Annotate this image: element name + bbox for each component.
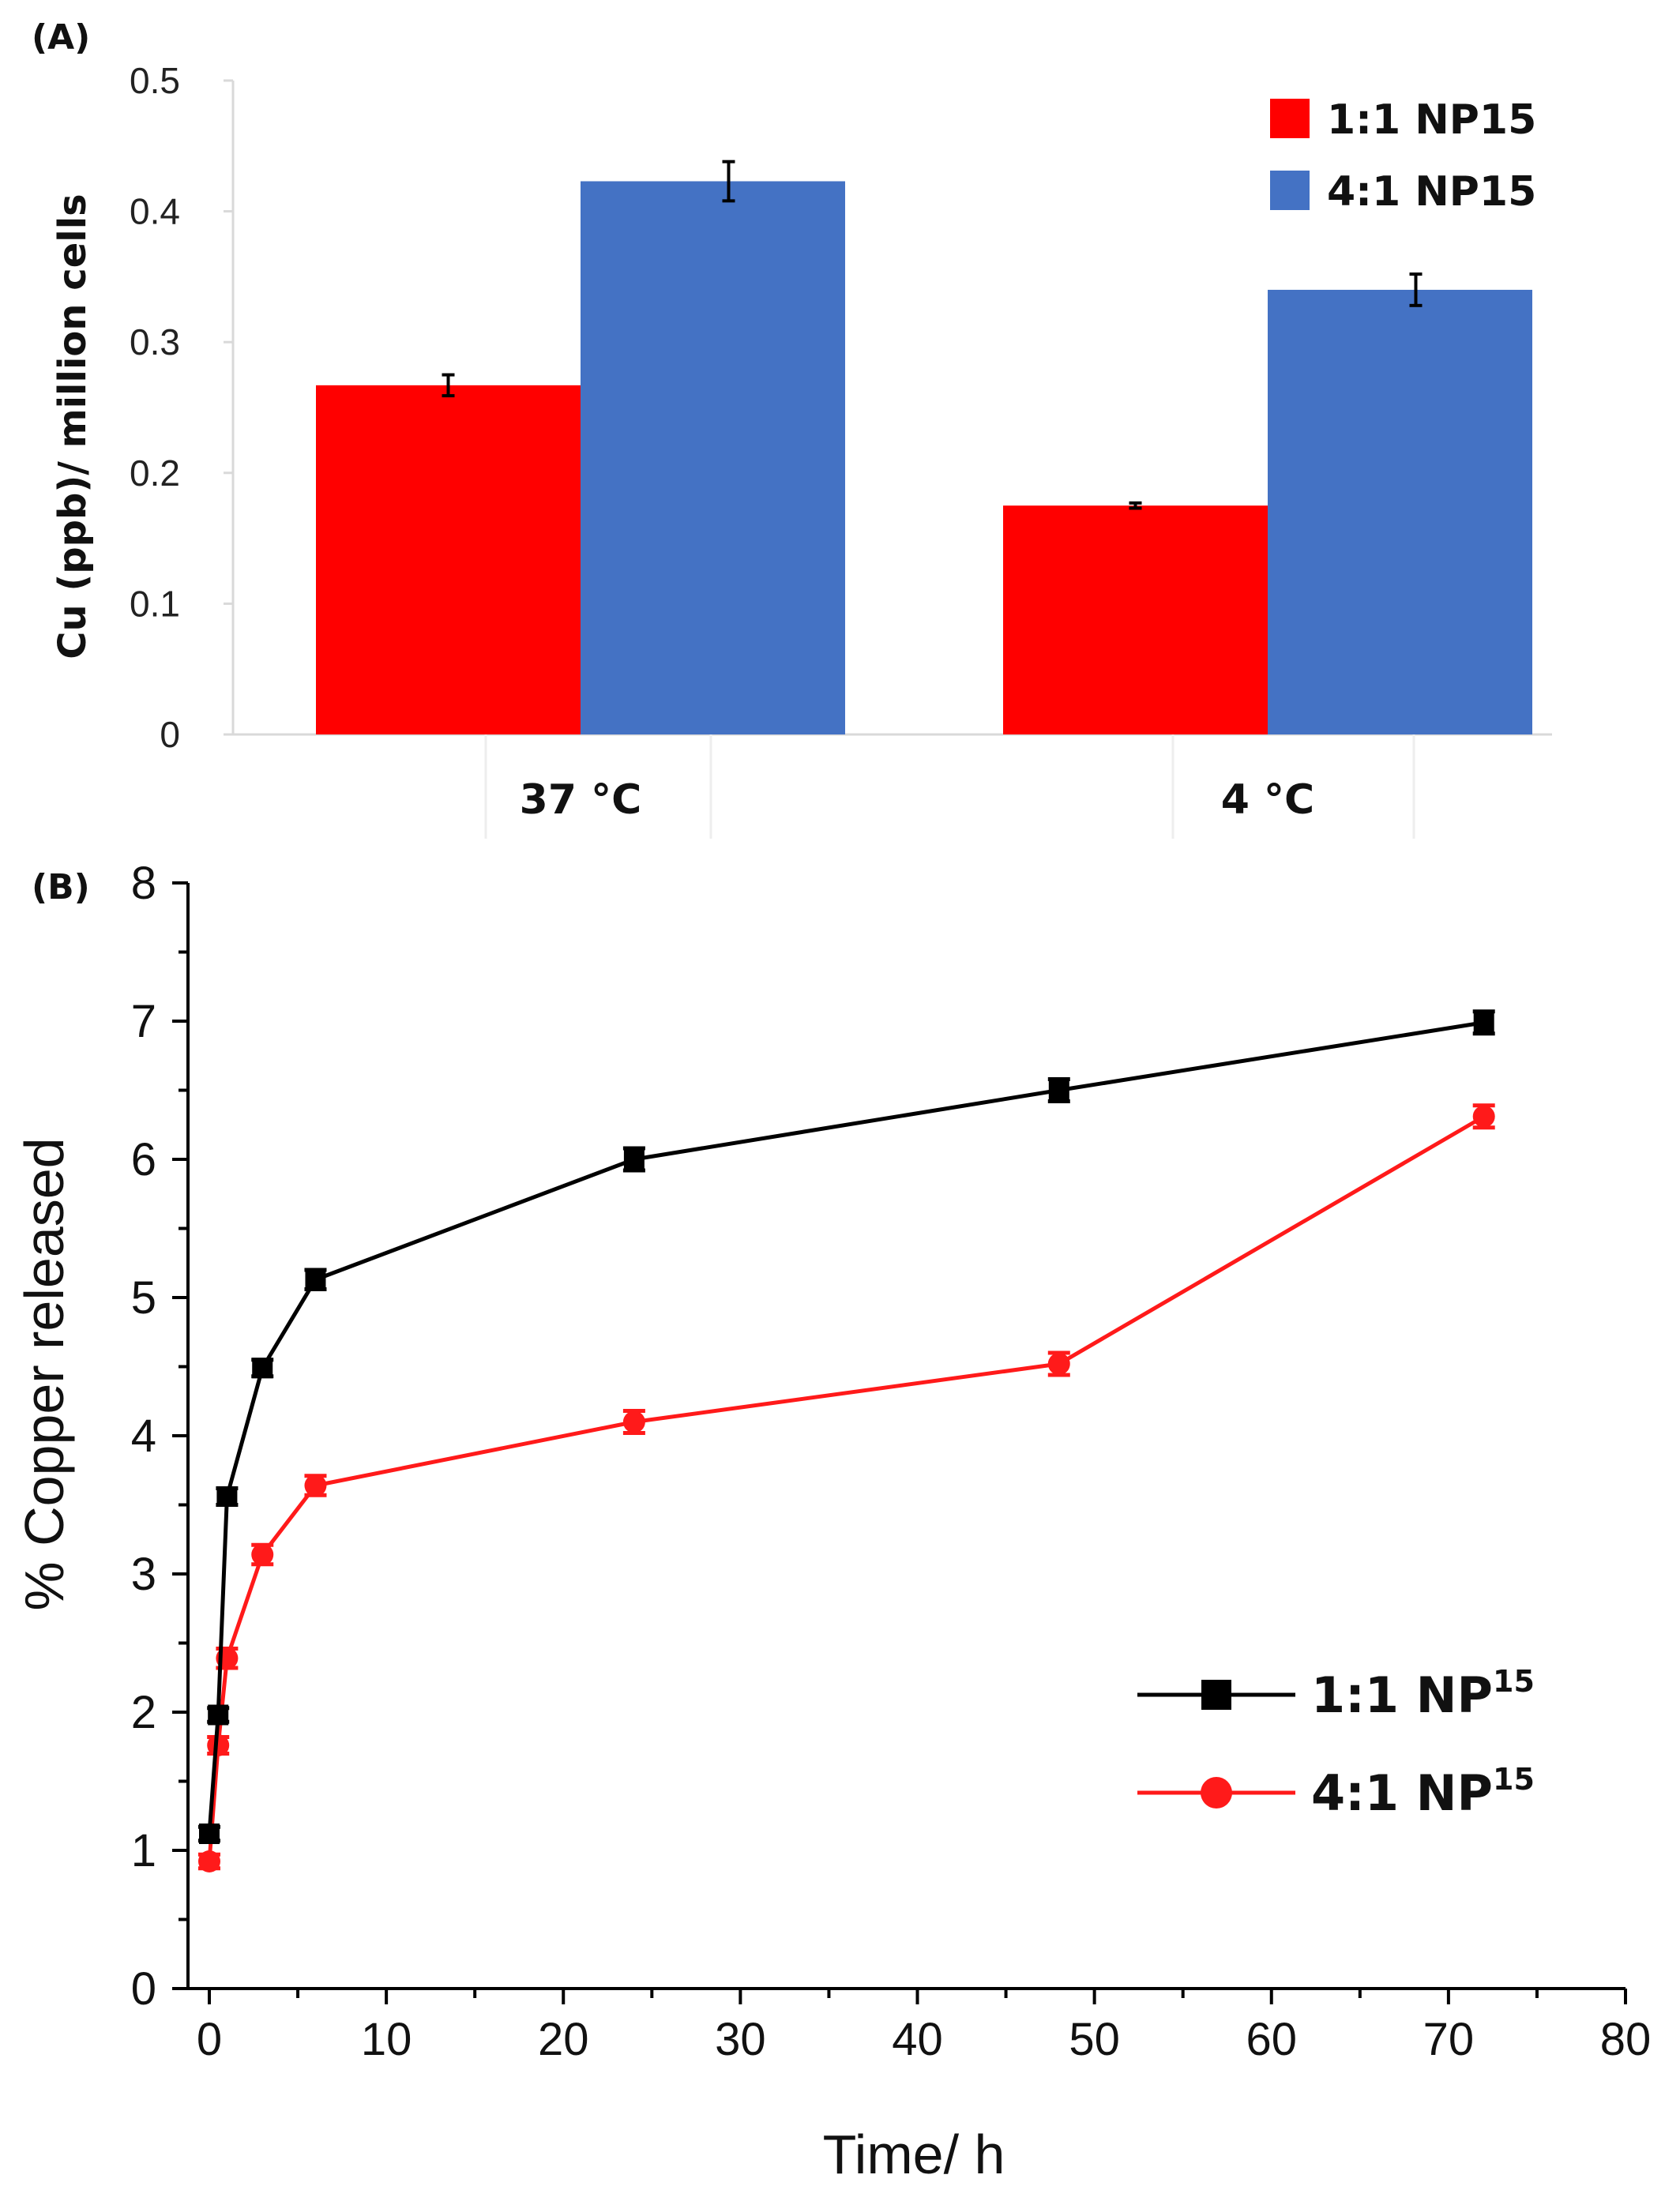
panel-b-y-tick-label: 5 <box>131 1272 156 1324</box>
series-1-1-np15 <box>198 1009 1495 1844</box>
data-point-circle <box>622 1410 645 1433</box>
panel-a-y-tick-label: 0.5 <box>130 60 180 101</box>
panel-a-y-axis-title: Cu (ppb)/ million cells <box>51 193 95 659</box>
panel-a-label: (A) <box>32 17 90 58</box>
panel-a-bars <box>316 181 1532 735</box>
panel-b-x-tick-label: 70 <box>1423 2014 1475 2065</box>
panel-a-y-tick-label: 0.4 <box>130 191 180 232</box>
panel-b-legend: 1:1 NP15 4:1 NP15 <box>1137 1664 1535 1822</box>
legend-label-4-1-np15: 4:1 NP15 <box>1327 168 1536 216</box>
legend-circle-marker <box>1201 1777 1232 1809</box>
data-point-square <box>1473 1012 1494 1033</box>
panel-b-x-tick-label: 10 <box>361 2014 412 2065</box>
panel-b-axes <box>172 881 1627 2004</box>
panel-b-x-tick-label: 40 <box>892 2014 943 2065</box>
panel-a-bar-chart: (A) Cu (ppb)/ million cells 0 0.1 0.2 0.3 0.… <box>32 17 1552 839</box>
panel-b-label: (B) <box>32 867 90 907</box>
category-label-4c: 4 °C <box>1221 776 1314 824</box>
legend-square-marker <box>1201 1680 1231 1710</box>
data-point-circle <box>1472 1105 1495 1128</box>
panel-a-y-ticks: 0 0.1 0.2 0.3 0.4 0.5 <box>130 60 233 755</box>
panel-b-x-axis-title: Time/ h <box>823 2124 1005 2185</box>
panel-b-series <box>198 1009 1495 1872</box>
data-point-square <box>216 1486 238 1507</box>
data-point-square <box>1048 1080 1069 1101</box>
panel-b-x-tick-label: 50 <box>1069 2014 1120 2065</box>
legend-label-1-1-np15: 1:1 NP15 <box>1327 96 1536 144</box>
panel-b-y-tick-label: 3 <box>131 1549 156 1600</box>
panel-b-y-tick-label: 2 <box>131 1687 156 1738</box>
data-point-circle <box>207 1734 230 1756</box>
bar-1-1-np15-4-c <box>1003 505 1268 734</box>
series-line-1-1-np15 <box>207 1020 1485 1835</box>
legend-label-1-1-np: 1:1 NP15 <box>1311 1664 1535 1724</box>
data-point-circle <box>251 1543 274 1566</box>
series-line-4-1-np15 <box>207 1114 1485 1862</box>
data-point-square <box>623 1149 645 1170</box>
panel-b-x-tick-label: 30 <box>715 2014 766 2065</box>
bar-1-1-np15-37-c <box>316 385 581 734</box>
panel-a-y-tick-label: 0.1 <box>130 583 180 624</box>
panel-b-y-tick-label: 1 <box>131 1825 156 1876</box>
panel-b-x-tick-label: 0 <box>197 2014 222 2065</box>
legend-label-4-1-np-name: 4:1 NP <box>1311 1764 1493 1822</box>
panel-b-y-tick-label: 6 <box>131 1134 156 1185</box>
panel-a-y-tick-label: 0 <box>160 714 180 755</box>
panel-b-y-tick-label: 7 <box>131 996 156 1047</box>
legend-label-4-1-np: 4:1 NP15 <box>1311 1762 1535 1822</box>
series-4-1-np15 <box>198 1103 1495 1872</box>
data-point-circle <box>198 1850 220 1872</box>
legend-label-1-1-np-sup: 15 <box>1493 1664 1535 1699</box>
category-label-37c: 37 °C <box>520 776 642 824</box>
panel-a-y-tick-label: 0.2 <box>130 453 180 494</box>
data-point-square <box>252 1358 273 1379</box>
data-point-square <box>199 1824 220 1844</box>
panel-b-y-tick-label: 4 <box>131 1410 156 1462</box>
data-point-circle <box>304 1474 327 1497</box>
panel-b-y-tick-label: 8 <box>131 858 156 909</box>
panel-b-line-chart: (B) % Copper released Time/ h 0123456780… <box>13 858 1651 2185</box>
panel-b-x-tick-label: 80 <box>1600 2014 1652 2065</box>
legend-label-1-1-np-name: 1:1 NP <box>1311 1666 1493 1724</box>
bar-4-1-np15-4-c <box>1268 289 1532 735</box>
data-point-circle <box>1047 1353 1070 1375</box>
panel-b-y-axis-title: % Copper released <box>13 1137 75 1610</box>
legend-swatch-4-1-np15 <box>1270 171 1310 210</box>
panel-b-x-tick-label: 60 <box>1246 2014 1297 2065</box>
legend-swatch-1-1-np15 <box>1270 99 1310 138</box>
panel-a-y-tick-label: 0.3 <box>130 321 180 362</box>
panel-a-legend: 1:1 NP15 4:1 NP15 <box>1270 96 1536 216</box>
panel-b-y-tick-label: 0 <box>131 1963 156 2015</box>
data-point-square <box>208 1704 229 1726</box>
panel-a-category-labels: 37 °C 4 °C <box>520 776 1315 824</box>
data-point-square <box>305 1269 326 1290</box>
panel-b-x-tick-label: 20 <box>538 2014 589 2065</box>
panel-a-error-bars <box>442 160 1423 510</box>
legend-label-4-1-np-sup: 15 <box>1493 1762 1535 1797</box>
bar-4-1-np15-37-c <box>581 181 845 735</box>
